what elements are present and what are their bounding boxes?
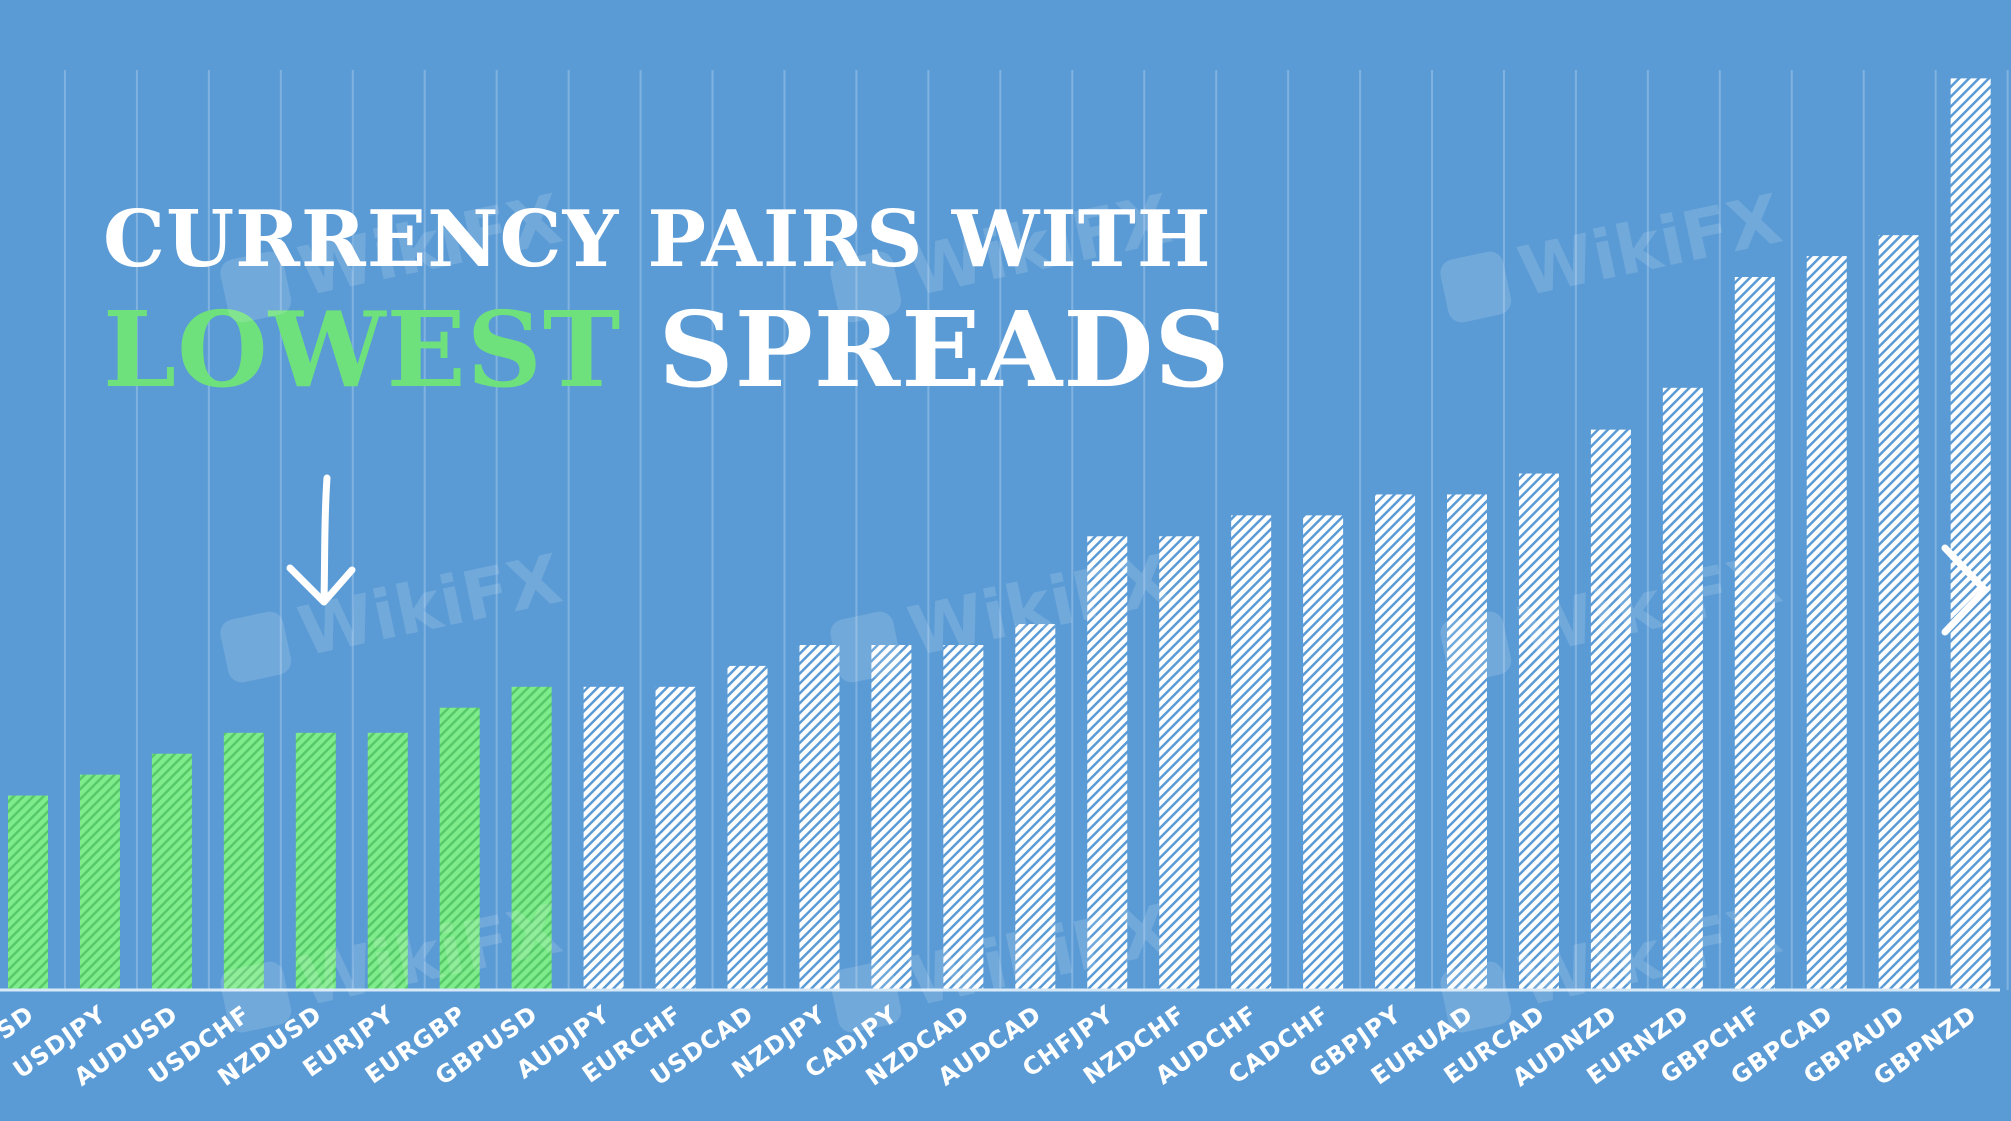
bar-gbpusd	[511, 686, 552, 990]
bar-audcad	[1015, 624, 1056, 990]
chevron-right-icon[interactable]	[1935, 540, 1995, 640]
bar-cadjpy	[871, 645, 912, 990]
bar-gbpchf	[1734, 277, 1775, 990]
title-highlight: LOWEST	[103, 288, 622, 411]
wikifx-logo-icon	[827, 959, 904, 1036]
bar-nzdjpy	[799, 645, 840, 990]
bar-usdchf	[223, 732, 264, 990]
wikifx-logo-icon	[1437, 609, 1514, 686]
bar-euruad	[1447, 494, 1487, 990]
bar-eurchf	[655, 686, 696, 990]
bar-gbpaud	[1878, 235, 1919, 990]
bar-nzdusd	[295, 732, 336, 990]
wikifx-logo-icon	[827, 249, 904, 326]
title-line-2: LOWEST SPREADS	[103, 285, 1231, 415]
bar-gbpcad	[1806, 256, 1847, 990]
bar-nzdchf	[1159, 536, 1200, 990]
bar-audchf	[1231, 515, 1272, 990]
bar-eurnzd	[1662, 387, 1703, 990]
bar-eurgbp	[439, 707, 480, 990]
bar-usdjpy	[79, 774, 120, 990]
wikifx-logo-icon	[217, 609, 294, 686]
bar-nzdcad	[943, 645, 984, 990]
bar-eurcad	[1518, 473, 1559, 991]
wikifx-logo-icon	[1437, 959, 1514, 1036]
bar-usdcad	[727, 665, 768, 990]
title-rest: SPREADS	[658, 288, 1231, 411]
bar-eurusd	[8, 795, 48, 990]
bar-audnzd	[1590, 429, 1631, 990]
wikifx-logo-icon	[1437, 249, 1514, 326]
bar-gbpjpy	[1375, 494, 1416, 990]
bar-audusd	[151, 753, 192, 990]
down-arrow-icon	[286, 474, 356, 606]
wikifx-logo-icon	[217, 959, 294, 1036]
bar-chfjpy	[1087, 536, 1128, 990]
bar-audjpy	[583, 686, 624, 990]
bar-eurjpy	[367, 732, 408, 990]
chart-title: CURRENCY PAIRS WITH LOWEST SPREADS	[103, 195, 1231, 415]
wikifx-logo-icon	[217, 249, 294, 326]
wikifx-logo-icon	[827, 609, 904, 686]
bar-gbpnzd	[1950, 78, 1991, 990]
title-line-1: CURRENCY PAIRS WITH	[103, 194, 1212, 285]
bar-cadchf	[1303, 515, 1344, 990]
x-tick-label: SD	[0, 1000, 39, 1045]
